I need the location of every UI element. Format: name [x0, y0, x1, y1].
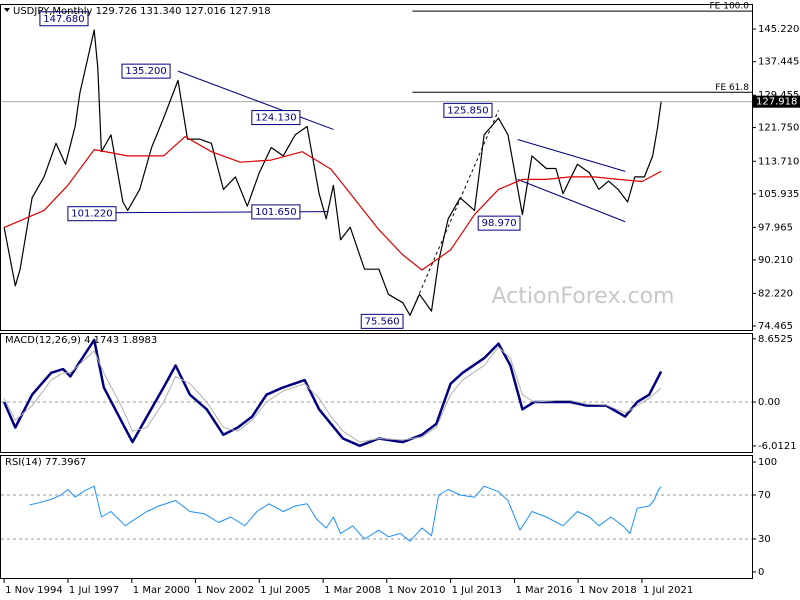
- annotation-box: [251, 204, 301, 220]
- x-tick-label: 1 Mar 2000: [133, 585, 190, 596]
- trend-line: [409, 110, 499, 316]
- x-tick-label: 1 Nov 1994: [5, 585, 63, 596]
- annotation-label: 124.130: [255, 113, 296, 124]
- y-tick-label: 82.220: [758, 288, 793, 299]
- annotation-box: [67, 206, 117, 222]
- annotation-box: [360, 313, 404, 329]
- y-tick-label: 30: [758, 534, 771, 545]
- y-tick-label: 0.00: [758, 397, 780, 408]
- trend-line: [517, 178, 626, 223]
- y-tick-label: 97.965: [758, 222, 793, 233]
- x-tick-label: 1 Nov 2002: [196, 585, 254, 596]
- title-marker: [4, 8, 10, 12]
- y-tick-label: 145.220: [758, 24, 799, 35]
- y-tick-label: 74.465: [758, 321, 793, 332]
- fibonacci-label: FE 61.8: [715, 83, 749, 93]
- y-tick-label: -6.0121: [758, 441, 797, 452]
- x-tick-label: 1 Jul 1997: [69, 585, 119, 596]
- trend-line: [177, 70, 334, 130]
- y-tick-label: 105.935: [758, 189, 799, 200]
- annotation-label: 135.200: [125, 66, 166, 77]
- annotation-box: [443, 102, 493, 118]
- annotation-label: 75.560: [365, 316, 400, 327]
- y-tick-label: 121.750: [758, 123, 799, 134]
- series-line: [29, 485, 662, 542]
- annotation-label: 101.220: [71, 209, 112, 220]
- y-tick-label: 8.6525: [758, 334, 793, 345]
- pane: [0, 4, 753, 331]
- pane: [0, 333, 753, 453]
- annotation-box: [251, 110, 301, 126]
- annotation-label: 125.850: [447, 105, 488, 116]
- y-tick-label: 0: [758, 567, 764, 578]
- x-tick-label: 1 Jul 2013: [452, 585, 502, 596]
- annotation-label: 98.970: [482, 218, 517, 229]
- pane-title: MACD(12,26,9) 4.1743 1.8983: [5, 335, 157, 346]
- x-tick-label: 1 Mar 2016: [515, 585, 572, 596]
- annotation-label: 147.680: [43, 14, 84, 25]
- annotation-box: [477, 215, 521, 231]
- x-tick-label: 1 Jul 2005: [260, 585, 310, 596]
- last-price-label: 127.918: [756, 97, 797, 108]
- pane: [0, 455, 753, 579]
- series-line: [3, 29, 662, 316]
- series-line: [2, 338, 663, 448]
- annotation-box: [121, 63, 171, 79]
- annotation-label: 101.650: [255, 207, 296, 218]
- series-line: [3, 136, 662, 271]
- fibonacci-label: FE 100.0: [710, 2, 750, 12]
- y-tick-label: 70: [758, 490, 771, 501]
- pane-title: RSI(14) 77.3967: [5, 457, 86, 468]
- trend-line: [517, 139, 626, 172]
- pane-title: USDJPY,Monthly 129.726 131.340 127.016 1…: [13, 6, 271, 17]
- x-tick-label: 1 Nov 2010: [388, 585, 446, 596]
- watermark: ActionForex.com: [492, 284, 675, 309]
- y-tick-label: 90.210: [758, 255, 793, 266]
- last-price-box: [753, 95, 800, 108]
- series-line: [3, 346, 662, 443]
- y-tick-label: 100: [758, 457, 777, 468]
- x-tick-label: 1 Nov 2018: [579, 585, 637, 596]
- annotation-box: [39, 11, 89, 27]
- y-tick-label: 113.710: [758, 156, 799, 167]
- x-tick-label: 1 Jul 2021: [643, 585, 693, 596]
- x-tick-label: 1 Mar 2008: [324, 585, 381, 596]
- y-tick-label: 137.445: [758, 57, 799, 68]
